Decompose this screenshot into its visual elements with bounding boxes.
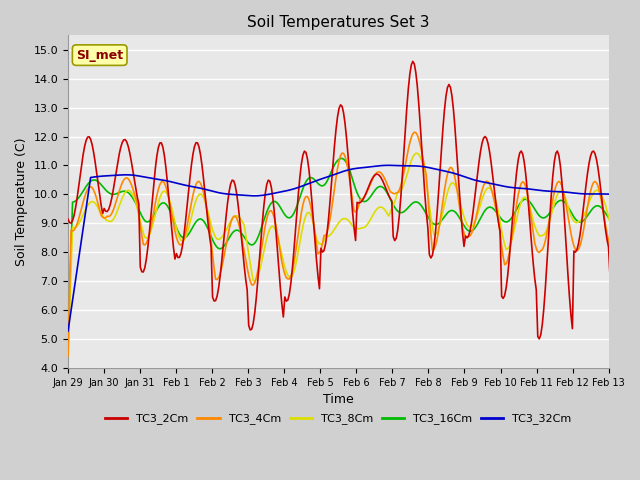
TC3_8Cm — [412, 150, 420, 156]
TC3_16Cm — [638, 210, 640, 216]
Y-axis label: Soil Temperature (C): Soil Temperature (C) — [15, 137, 28, 266]
TC3_4Cm — [638, 228, 640, 234]
TC3_32Cm — [477, 179, 484, 184]
TC3_16Cm — [563, 202, 570, 207]
TC3_32Cm — [64, 328, 72, 334]
TC3_4Cm — [563, 204, 570, 210]
TC3_16Cm — [84, 181, 92, 187]
Title: Soil Temperatures Set 3: Soil Temperatures Set 3 — [247, 15, 429, 30]
Line: TC3_2Cm: TC3_2Cm — [68, 61, 640, 339]
TC3_2Cm — [102, 208, 109, 214]
TC3_32Cm — [84, 195, 92, 201]
TC3_2Cm — [361, 193, 369, 199]
TC3_4Cm — [410, 129, 418, 135]
TC3_8Cm — [84, 203, 92, 208]
TC3_8Cm — [102, 216, 109, 222]
TC3_16Cm — [64, 340, 72, 346]
TC3_16Cm — [338, 156, 346, 161]
TC3_4Cm — [64, 353, 72, 359]
TC3_2Cm — [639, 262, 640, 267]
TC3_16Cm — [477, 216, 484, 221]
TC3_2Cm — [564, 271, 572, 276]
TC3_2Cm — [409, 59, 417, 64]
TC3_4Cm — [477, 193, 484, 199]
Line: TC3_8Cm: TC3_8Cm — [68, 153, 640, 355]
TC3_8Cm — [477, 201, 484, 207]
Line: TC3_4Cm: TC3_4Cm — [68, 132, 640, 356]
Line: TC3_32Cm: TC3_32Cm — [68, 165, 640, 331]
TC3_32Cm — [361, 165, 369, 170]
Text: SI_met: SI_met — [76, 48, 124, 61]
TC3_2Cm — [477, 148, 484, 154]
TC3_2Cm — [64, 216, 72, 222]
TC3_16Cm — [102, 187, 109, 193]
X-axis label: Time: Time — [323, 393, 354, 406]
TC3_2Cm — [84, 134, 92, 140]
TC3_8Cm — [638, 211, 640, 217]
TC3_32Cm — [385, 162, 392, 168]
TC3_8Cm — [361, 224, 369, 230]
TC3_32Cm — [563, 189, 570, 195]
TC3_32Cm — [638, 307, 640, 313]
TC3_2Cm — [536, 336, 543, 342]
TC3_8Cm — [64, 352, 72, 358]
TC3_4Cm — [84, 186, 92, 192]
TC3_16Cm — [362, 198, 370, 204]
TC3_4Cm — [361, 193, 369, 199]
TC3_4Cm — [102, 215, 109, 221]
Line: TC3_16Cm: TC3_16Cm — [68, 158, 640, 343]
TC3_8Cm — [563, 198, 570, 204]
Legend: TC3_2Cm, TC3_4Cm, TC3_8Cm, TC3_16Cm, TC3_32Cm: TC3_2Cm, TC3_4Cm, TC3_8Cm, TC3_16Cm, TC3… — [100, 409, 576, 429]
TC3_32Cm — [102, 173, 109, 179]
